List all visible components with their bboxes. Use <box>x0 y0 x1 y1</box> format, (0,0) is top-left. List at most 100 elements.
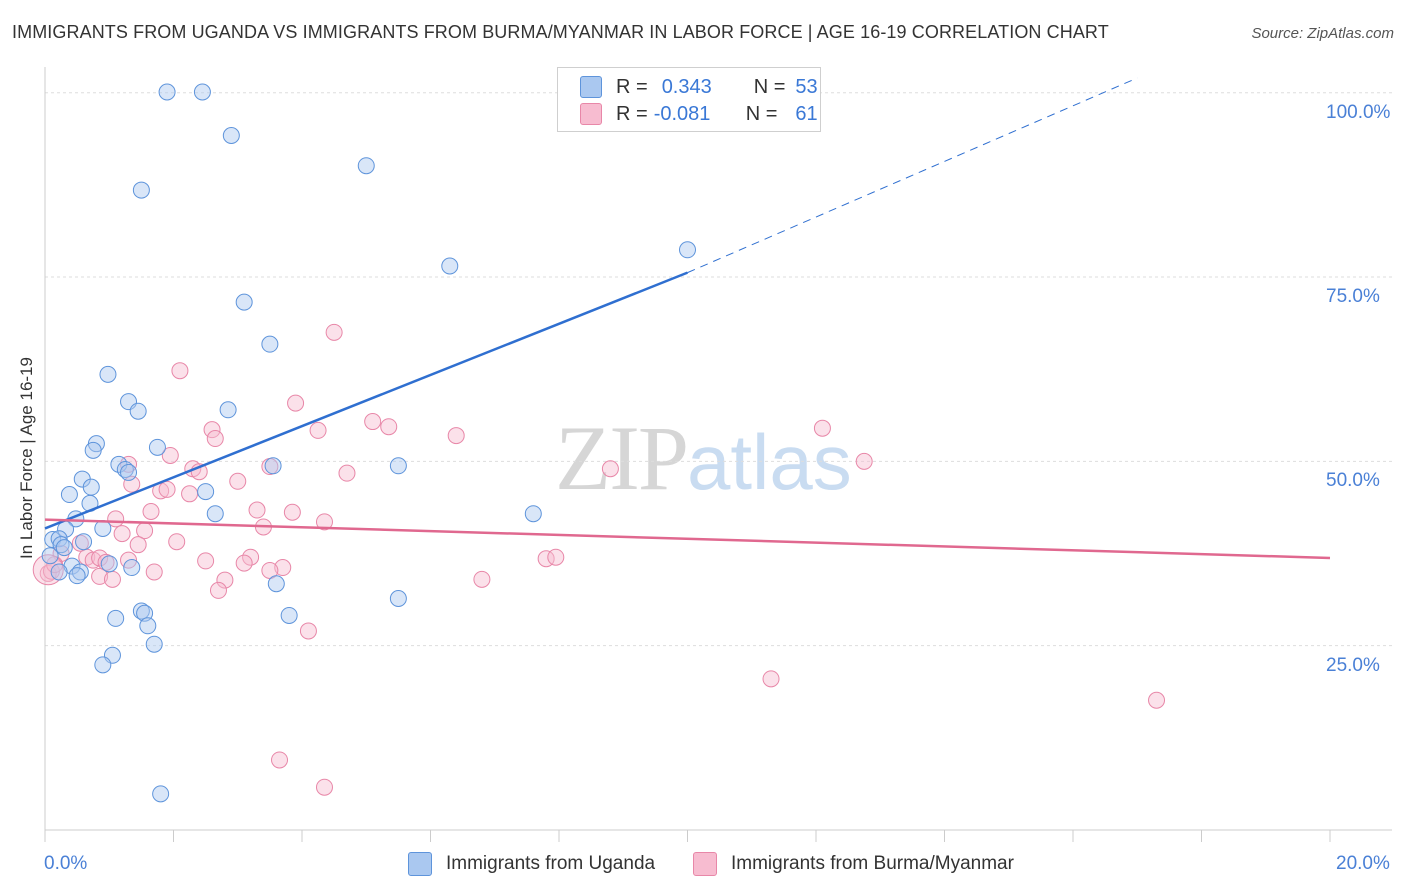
uganda-point <box>52 536 70 554</box>
uganda-point <box>264 457 282 475</box>
uganda-point <box>139 617 157 635</box>
burma-point <box>309 421 327 439</box>
burma-point <box>203 421 221 439</box>
burma-point <box>248 501 266 519</box>
burma-point <box>1148 691 1166 709</box>
burma-point <box>364 413 382 431</box>
x-tick-label-min: 0.0% <box>44 853 88 874</box>
burma-point <box>287 394 305 412</box>
legend-n-value: 61 <box>795 102 818 125</box>
uganda-point <box>100 555 118 573</box>
burma-point <box>216 571 234 589</box>
uganda-trend-extension <box>687 77 1138 274</box>
uganda-point <box>129 402 147 420</box>
uganda-point <box>94 519 112 537</box>
burma-point <box>271 751 289 769</box>
burma-point <box>145 563 163 581</box>
burma-point <box>113 525 131 543</box>
burma-point <box>380 418 398 436</box>
zipatlas-watermark: ZIPatlas <box>555 405 852 511</box>
uganda-point <box>68 567 86 585</box>
burma-point <box>325 323 343 341</box>
uganda-point <box>389 457 407 475</box>
uganda-point <box>120 463 138 481</box>
burma-point <box>235 554 253 572</box>
burma-trend-line <box>44 518 1331 560</box>
burma-point <box>168 533 186 551</box>
burma-point <box>181 485 199 503</box>
watermark-atlas: atlas <box>687 418 852 506</box>
chart-title: IMMIGRANTS FROM UGANDA VS IMMIGRANTS FRO… <box>12 22 1109 42</box>
x-tick-label-max: 20.0% <box>1336 853 1390 874</box>
uganda-point <box>55 539 73 557</box>
uganda-point <box>389 590 407 608</box>
uganda-point <box>219 401 237 419</box>
uganda-point <box>123 559 141 577</box>
burma-point <box>447 427 465 445</box>
burma-point <box>283 503 301 521</box>
legend-r-value: 0.343 <box>661 75 712 98</box>
burma-point <box>142 503 160 521</box>
legend-swatch-burma <box>580 103 602 125</box>
series-legend-label: Immigrants from Uganda <box>446 853 656 874</box>
y-tick-label: 25.0% <box>1326 654 1380 676</box>
source-label: Source: ZipAtlas.com <box>1251 25 1394 42</box>
uganda-point <box>132 181 150 199</box>
burma-point <box>103 570 121 588</box>
burma-point <box>473 570 491 588</box>
burma-point <box>601 460 619 478</box>
burma-point <box>299 622 317 640</box>
watermark-zip: ZIP <box>555 407 689 509</box>
uganda-point <box>222 127 240 145</box>
uganda-point <box>132 602 150 620</box>
burma-point <box>39 564 57 582</box>
series-burma-myanmar <box>32 323 1166 796</box>
burma-point <box>91 567 109 585</box>
burma-point <box>315 778 333 796</box>
burma-point <box>547 548 565 566</box>
correlation-legend: R = 0.343 N = 53 R = -0.081 N = 61 <box>557 67 821 132</box>
uganda-point <box>206 505 224 523</box>
uganda-point <box>60 486 78 504</box>
uganda-point <box>679 241 696 259</box>
uganda-point <box>116 460 134 478</box>
series-legend-uganda: Immigrants from Uganda <box>408 851 655 877</box>
uganda-point <box>82 478 100 496</box>
burma-point <box>171 362 189 380</box>
uganda-point <box>235 293 253 311</box>
legend-row-burma: R = -0.081 N = 61 <box>580 101 818 127</box>
legend-r-label: R = <box>616 102 648 125</box>
uganda-point <box>75 533 93 551</box>
burma-point <box>206 430 224 448</box>
legend-n-label: N = <box>745 102 778 125</box>
trend-lines <box>44 77 1331 560</box>
y-tick-label: 75.0% <box>1326 286 1380 308</box>
y-axis-label: In Labor Force | Age 16-19 <box>17 357 36 559</box>
uganda-point <box>441 257 459 275</box>
burma-point <box>161 446 179 464</box>
uganda-point <box>84 441 102 459</box>
burma-point <box>762 670 780 688</box>
uganda-point <box>152 785 170 803</box>
legend-swatch-uganda <box>580 76 602 98</box>
uganda-point <box>148 438 166 456</box>
uganda-point <box>145 635 163 653</box>
burma-point <box>813 419 831 437</box>
uganda-point <box>357 157 375 175</box>
burma-point <box>338 464 356 482</box>
burma-point <box>84 551 102 569</box>
legend-r-label: R = <box>616 75 648 98</box>
uganda-point <box>524 505 542 523</box>
uganda-point <box>267 575 285 593</box>
legend-r-value: -0.081 <box>653 102 711 125</box>
legend-n-value: 53 <box>795 75 818 98</box>
y-tick-label: 50.0% <box>1326 470 1380 492</box>
uganda-point <box>99 365 117 383</box>
uganda-point <box>44 531 62 549</box>
uganda-point <box>136 604 154 622</box>
uganda-point <box>158 83 176 101</box>
burma-point <box>129 536 147 554</box>
burma-point <box>274 559 292 577</box>
uganda-point <box>50 563 68 581</box>
